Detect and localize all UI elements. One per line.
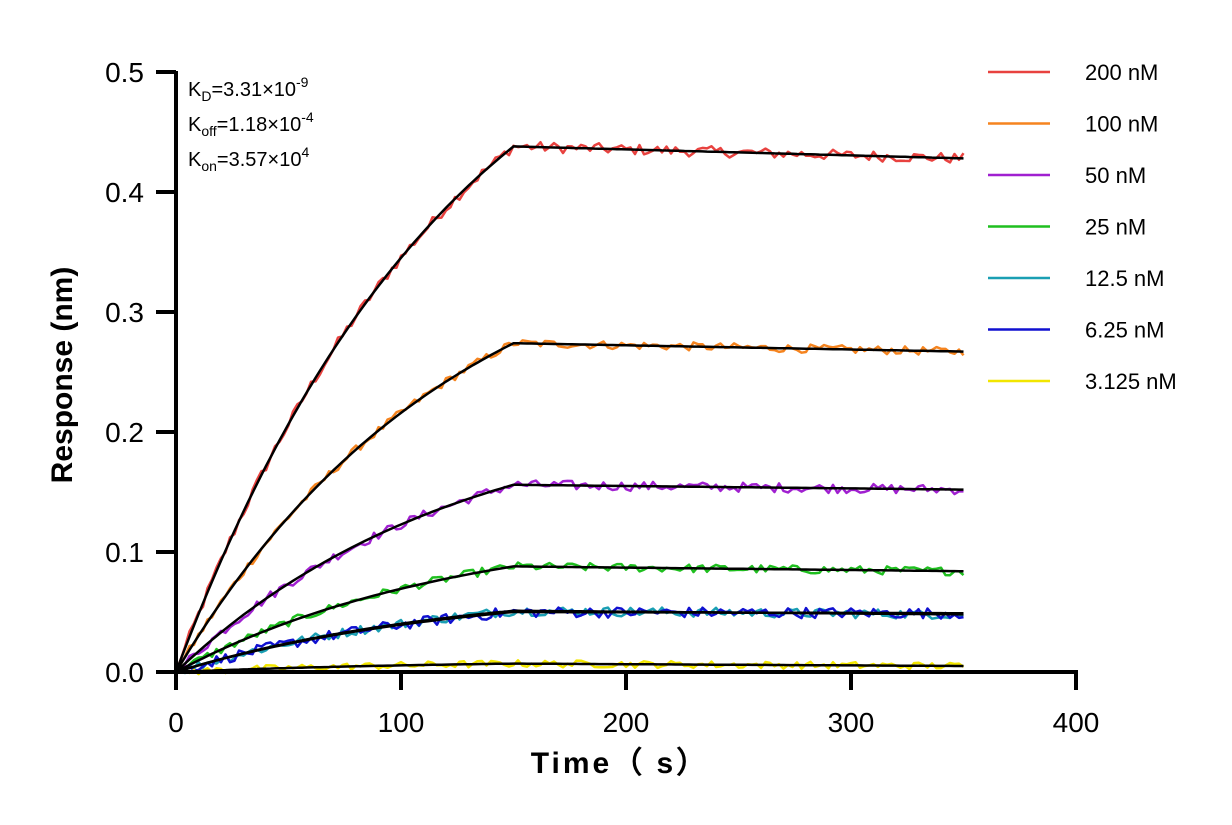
x-tick-label: 300 [828,707,875,738]
x-tick-label: 200 [603,707,650,738]
x-tick-label: 0 [168,707,184,738]
fit-line-1 [174,341,964,673]
y-tick-label: 0.1 [105,537,144,568]
ticks: 0 100 200 300 400 0.0 0.1 0.2 0.3 0.4 0.5 [105,57,1099,738]
series-line-2 [175,479,964,673]
legend-label-0: 200 nM [1085,60,1158,85]
y-axis-title: Response (nm) [46,267,79,484]
legend-label-4: 12.5 nM [1085,266,1165,291]
legend-label-6: 3.125 nM [1085,369,1177,394]
y-tick-label: 0.3 [105,297,144,328]
y-tick-label: 0.0 [105,657,144,688]
x-tick-label: 100 [378,707,425,738]
koff-annotation: Koff=1.18×10-4 [188,109,314,139]
series-line-1 [174,339,965,673]
series-layer [174,140,965,676]
legend-label-3: 25 nM [1085,215,1146,240]
series-line-0 [174,140,965,673]
fit-line-6 [175,662,964,674]
fit-line-0 [174,145,964,673]
legend-label-5: 6.25 nM [1085,318,1165,343]
y-tick-label: 0.5 [105,57,144,88]
y-tick-label: 0.2 [105,417,144,448]
legend: 200 nM 100 nM 50 nM 25 nM 12.5 nM 6.25 nM 3.12… [988,60,1177,394]
legend-label-2: 50 nM [1085,163,1146,188]
fit-line-2 [175,483,964,673]
fit-line-5 [175,610,964,674]
y-tick-label: 0.4 [105,177,144,208]
axes [174,71,1078,674]
fit-curves [174,145,964,674]
legend-label-1: 100 nM [1085,112,1158,137]
series-line-3 [175,561,965,674]
kd-annotation: KD=3.31×10-9 [188,74,309,104]
fit-line-3 [175,565,964,674]
kon-annotation: Kon=3.57×104 [188,144,309,174]
kinetic-constants: KD=3.31×10-9 Koff=1.18×10-4 Kon=3.57×104 [188,74,314,174]
x-tick-label: 400 [1053,707,1100,738]
x-axis-title: Time（ s） [531,746,710,780]
